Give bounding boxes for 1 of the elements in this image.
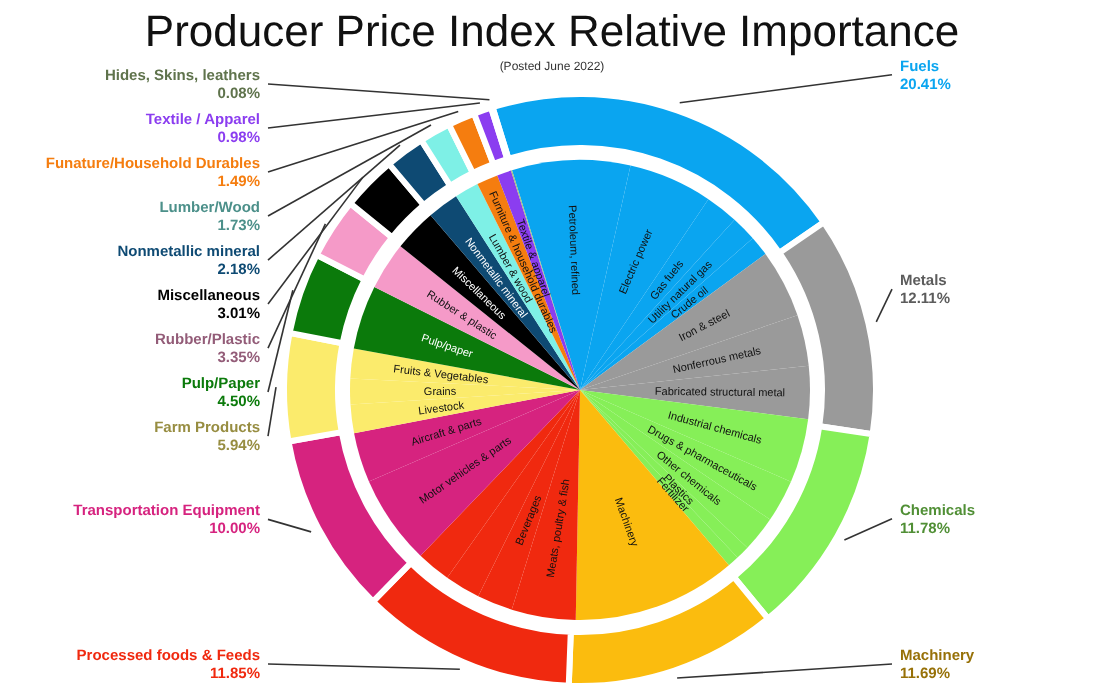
chart-title: Producer Price Index Relative Importance xyxy=(144,6,960,56)
